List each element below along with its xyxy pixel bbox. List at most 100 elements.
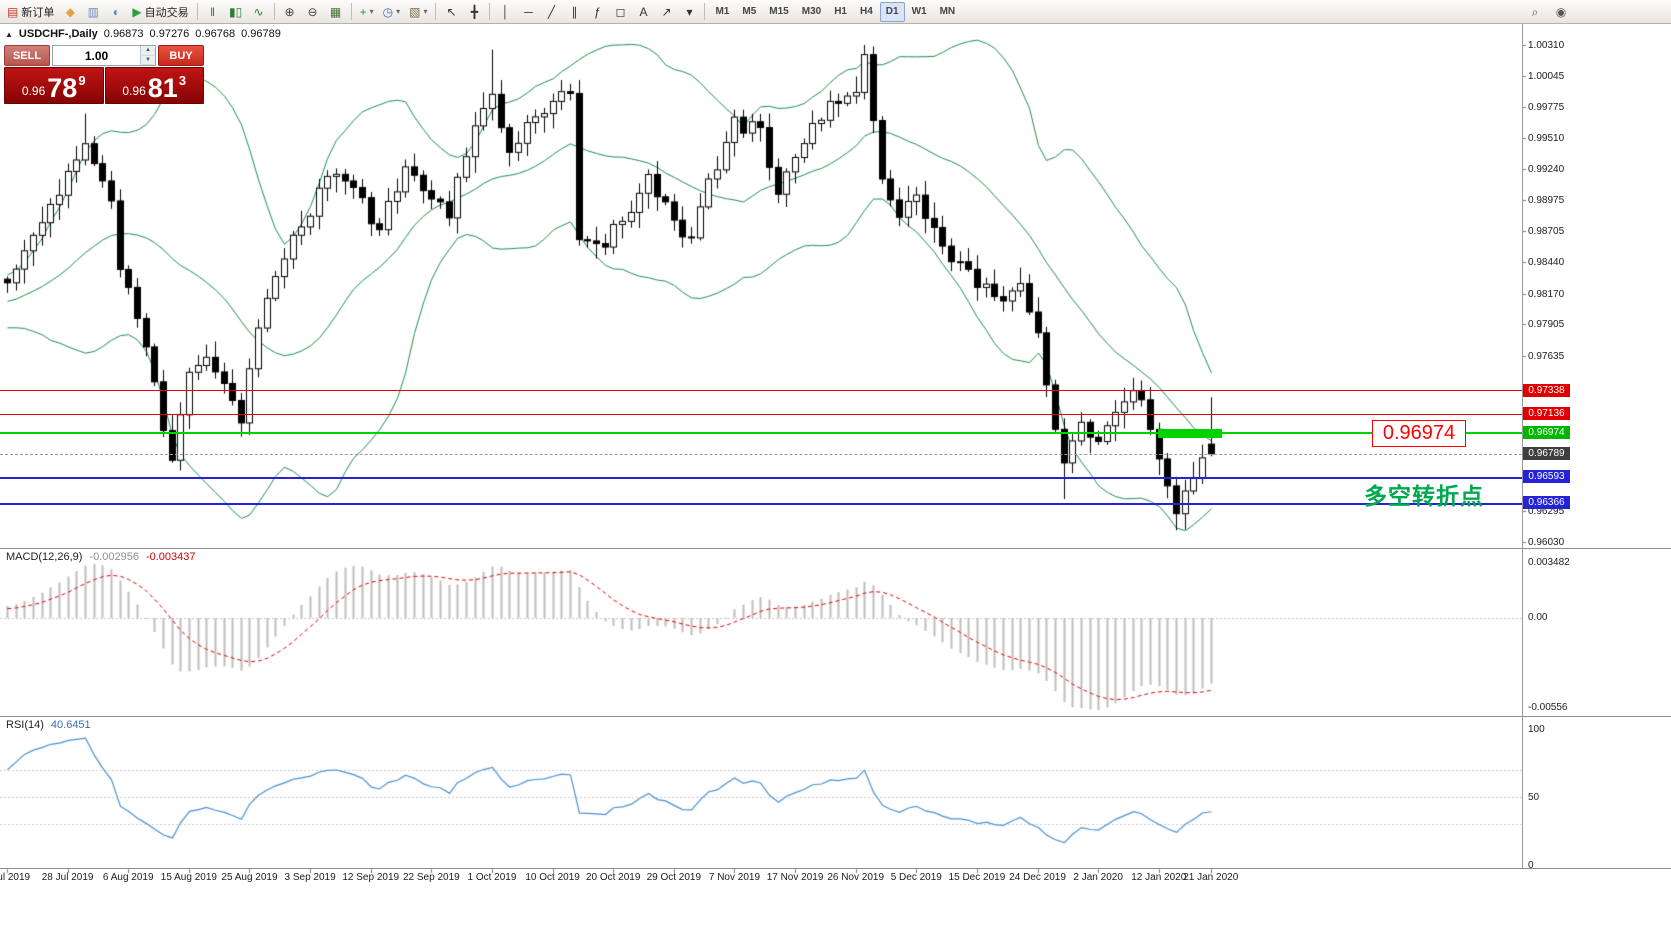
timeframe-m5-button[interactable]: M5 <box>736 2 762 22</box>
fibonacci-button[interactable]: ƒ <box>586 2 608 22</box>
macd-axis-label: -0.00556 <box>1528 702 1568 713</box>
rsi-axis-label: 50 <box>1528 792 1540 803</box>
buy-price-button[interactable]: 0.96 81 3 <box>104 67 204 104</box>
indicators-button[interactable]: + ▾ <box>356 2 378 22</box>
timeframe-w1-button[interactable]: W1 <box>906 2 933 22</box>
search-button[interactable]: ⌕ <box>1524 2 1546 22</box>
date-axis-label: 12 Sep 2019 <box>342 872 400 883</box>
diamond-icon: ◆ <box>65 4 75 19</box>
horizontal-line-button[interactable]: ─ <box>517 2 539 22</box>
timeframe-h1-button[interactable]: H1 <box>828 2 853 22</box>
chart-profile-button[interactable]: ◆ <box>59 2 81 22</box>
date-axis-label: 15 Dec 2019 <box>948 872 1006 883</box>
candlestick-chart-icon: ▮▯ <box>228 4 243 19</box>
date-axis-label: 3 Sep 2019 <box>284 872 336 883</box>
date-axis-label: 8 Jul 2019 <box>0 872 31 883</box>
tile-windows-icon: ▦ <box>329 4 342 19</box>
sell-price-button[interactable]: 0.96 78 9 <box>4 67 104 104</box>
new-order-button[interactable]: ▤ 新订单 <box>3 2 58 22</box>
objects-more-button[interactable]: ▾ <box>678 2 700 22</box>
buy-price-big: 81 <box>147 73 178 104</box>
clock-icon: ◷ <box>382 4 394 19</box>
bar-chart-button[interactable]: ‖ <box>202 2 224 22</box>
rsi-axis-label: 0 <box>1528 860 1534 871</box>
sell-price-prefix: 0.96 <box>21 84 46 98</box>
zoom-out-icon: ⊖ <box>307 4 318 19</box>
arrows-button[interactable]: ↗ <box>655 2 677 22</box>
price-annotation-box[interactable]: 0.96974 <box>1372 420 1466 447</box>
symbol-name: USDCHF-,Daily <box>18 28 98 40</box>
macd-axis-label: 0.003482 <box>1528 557 1570 568</box>
market-watch-button[interactable]: ▥ <box>82 2 104 22</box>
autotrading-button[interactable]: ▶ 自动交易 <box>128 2 192 22</box>
resistance-line-1[interactable] <box>0 390 1522 392</box>
timeframe-m30-button[interactable]: M30 <box>796 2 827 22</box>
price-axis-label: 0.96030 <box>1528 537 1565 548</box>
template-icon: ▧ <box>409 4 421 19</box>
rsi-name: RSI(14) <box>6 719 44 731</box>
cursor-button[interactable]: ↖ <box>440 2 462 22</box>
toolbar-right-group: ⌕ ◉ <box>1524 2 1668 22</box>
line-chart-button[interactable]: ∿ <box>248 2 270 22</box>
timeframe-h4-button[interactable]: H4 <box>854 2 879 22</box>
date-axis-label: 2 Jan 2020 <box>1073 872 1123 883</box>
support-line-1[interactable] <box>0 476 1522 479</box>
current-price-line[interactable] <box>0 453 1522 455</box>
price-axis-label: 0.97905 <box>1528 319 1565 331</box>
highlight-segment[interactable] <box>1158 429 1222 438</box>
rsi-axis-label: 100 <box>1528 724 1545 735</box>
date-axis-label: 1 Oct 2019 <box>467 872 517 883</box>
rsi-indicator-label: RSI(14) 40.6451 <box>6 719 91 731</box>
chart-title: ▲ USDCHF-,Daily 0.96873 0.97276 0.96768 … <box>5 28 281 40</box>
chevron-down-icon: ▾ <box>423 7 428 16</box>
date-axis-label: 12 Jan 2020 <box>1131 872 1187 883</box>
candlestick-chart-button[interactable]: ▮▯ <box>225 2 247 22</box>
timeframe-d1-button[interactable]: D1 <box>879 1 905 22</box>
panel-splitter[interactable] <box>0 548 1671 549</box>
community-button[interactable]: ◉ <box>1550 2 1572 22</box>
toolbar-separator <box>435 3 437 20</box>
macd-axis-label: 0.00 <box>1528 612 1548 623</box>
trendline-button[interactable]: ╱ <box>540 2 562 22</box>
sell-button[interactable]: SELL <box>4 45 50 66</box>
price-axis-label: 0.99240 <box>1528 164 1565 176</box>
price-tag-0.96593: 0.96593 <box>1523 470 1570 484</box>
ohlc-close: 0.96789 <box>241 28 281 40</box>
panel-splitter[interactable] <box>0 716 1671 717</box>
toolbar-separator <box>350 3 352 20</box>
date-axis-label: 24 Dec 2019 <box>1009 872 1066 883</box>
turning-point-text[interactable]: 多空转折点 <box>1364 483 1484 509</box>
tile-windows-button[interactable]: ▦ <box>325 2 347 22</box>
timeframe-m15-button[interactable]: M15 <box>763 2 794 22</box>
vertical-line-button[interactable]: │ <box>494 2 516 22</box>
periods-button[interactable]: ◷ ▾ <box>379 2 405 22</box>
collapse-panel-icon[interactable]: ▲ <box>5 29 13 39</box>
date-axis-label: 21 Jan 2020 <box>1183 872 1239 883</box>
zoom-in-button[interactable]: ⊕ <box>279 2 301 22</box>
resistance-line-2[interactable] <box>0 413 1522 415</box>
chevron-down-icon: ▾ <box>396 7 401 16</box>
timeframe-mn-button[interactable]: MN <box>934 2 962 22</box>
text-button[interactable]: A <box>632 2 654 22</box>
templates-button[interactable]: ▧ ▾ <box>405 2 431 22</box>
volume-input[interactable] <box>53 46 140 65</box>
pivot-line-green[interactable] <box>0 432 1522 435</box>
user-icon: ◉ <box>1555 4 1567 19</box>
channel-button[interactable]: ∥ <box>563 2 585 22</box>
date-axis-label: 20 Oct 2019 <box>585 872 641 883</box>
timeframe-m1-button[interactable]: M1 <box>709 2 735 22</box>
zoom-out-button[interactable]: ⊖ <box>302 2 324 22</box>
support-line-2[interactable] <box>0 502 1522 505</box>
volume-up-button[interactable]: ▲ <box>141 46 155 56</box>
autotrading-button-label: 自动交易 <box>144 6 189 19</box>
data-window-icon: ◐ <box>112 4 120 19</box>
crosshair-button[interactable]: ╋ <box>463 2 485 22</box>
shapes-button[interactable]: ◻ <box>609 2 631 22</box>
price-axis-label: 0.99510 <box>1528 132 1565 144</box>
price-axis-label: 1.00045 <box>1528 70 1565 82</box>
buy-button[interactable]: BUY <box>158 45 204 66</box>
price-axis-line <box>1522 24 1523 869</box>
data-window-button[interactable]: ◐ <box>105 2 127 22</box>
volume-down-button[interactable]: ▼ <box>141 55 155 65</box>
